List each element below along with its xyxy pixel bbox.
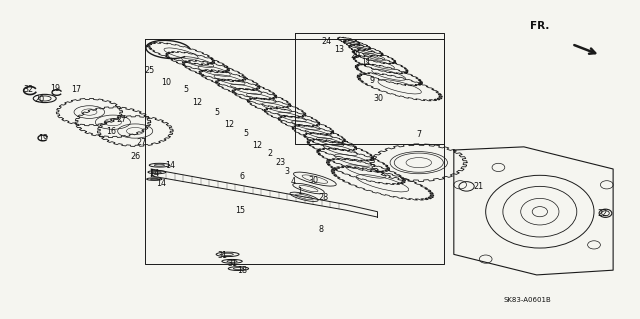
- Text: 12: 12: [253, 141, 262, 150]
- Text: 13: 13: [334, 45, 344, 54]
- Text: 18: 18: [237, 266, 247, 275]
- Text: 29: 29: [351, 51, 361, 60]
- Text: 30: 30: [374, 94, 383, 103]
- Text: 22: 22: [597, 209, 607, 218]
- Text: 21: 21: [473, 182, 483, 191]
- Text: 4: 4: [291, 176, 296, 186]
- Text: 15: 15: [236, 206, 245, 215]
- Text: 6: 6: [240, 172, 244, 182]
- Text: 9: 9: [370, 76, 375, 85]
- Text: 20: 20: [35, 95, 45, 104]
- Text: 10: 10: [161, 78, 171, 86]
- Text: 24: 24: [321, 37, 332, 46]
- Text: FR.: FR.: [530, 21, 549, 32]
- Text: SK83-A0601B: SK83-A0601B: [503, 297, 551, 303]
- Text: 5: 5: [184, 85, 189, 94]
- Text: 19: 19: [51, 84, 61, 93]
- Text: 14: 14: [165, 161, 175, 170]
- Text: 17: 17: [72, 85, 82, 94]
- Text: 26: 26: [130, 152, 140, 161]
- Text: 28: 28: [318, 193, 328, 202]
- Text: 11: 11: [361, 58, 371, 67]
- Text: 12: 12: [193, 98, 203, 107]
- Text: 14: 14: [149, 169, 159, 178]
- Text: 27: 27: [136, 137, 147, 147]
- Text: 12: 12: [225, 120, 235, 129]
- Text: 31: 31: [218, 251, 227, 260]
- Text: 31: 31: [227, 259, 237, 268]
- Text: 19: 19: [38, 134, 48, 144]
- Text: 2: 2: [268, 149, 273, 158]
- Text: 14: 14: [156, 179, 166, 188]
- Text: 16: 16: [107, 127, 116, 136]
- Text: 5: 5: [243, 129, 248, 138]
- Text: 8: 8: [319, 225, 324, 234]
- Text: 30: 30: [308, 175, 319, 185]
- Text: 3: 3: [284, 167, 289, 176]
- Text: 32: 32: [24, 85, 34, 94]
- Text: 7: 7: [416, 130, 421, 139]
- Text: 5: 5: [214, 108, 220, 116]
- Text: 25: 25: [144, 66, 154, 76]
- Text: 1: 1: [297, 187, 302, 196]
- Text: 27: 27: [116, 115, 126, 124]
- Text: 23: 23: [275, 158, 285, 167]
